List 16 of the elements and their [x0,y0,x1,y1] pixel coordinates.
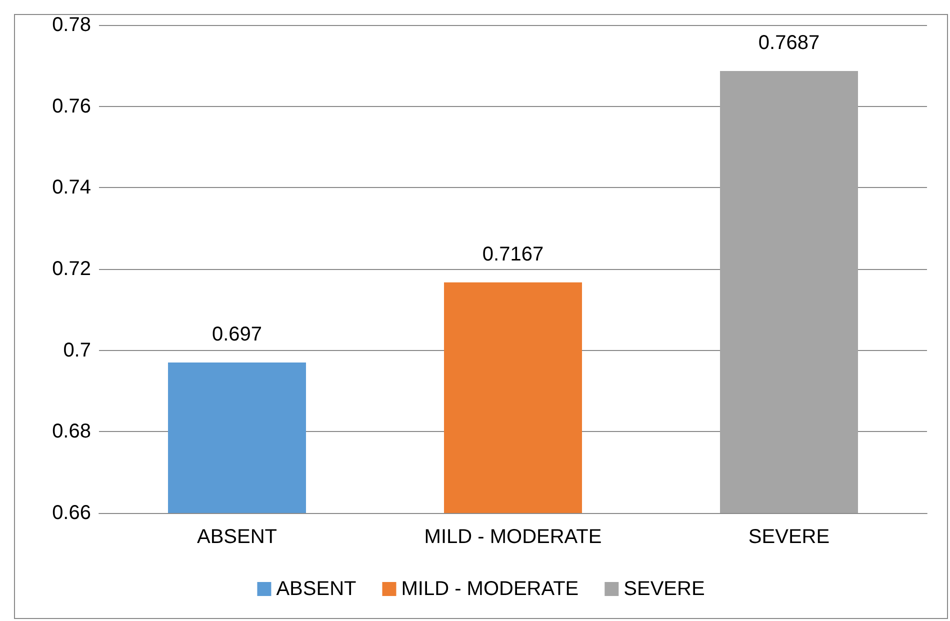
data-label: 0.7687 [758,32,820,54]
y-tick-label: 0.76 [52,95,91,118]
data-label: 0.697 [212,324,262,346]
legend-label: MILD - MODERATE [401,578,579,600]
y-tick-label: 0.7 [63,339,91,362]
y-tick-label: 0.78 [52,14,91,36]
data-label: 0.7167 [482,243,544,266]
y-tick-label: 0.68 [52,420,91,443]
y-tick-label: 0.74 [52,176,91,199]
legend-label: ABSENT [276,578,356,600]
legend-label: SEVERE [624,578,705,600]
x-tick-label: SEVERE [748,526,830,548]
y-tick-label: 0.72 [52,258,91,280]
x-tick-label: MILD - MODERATE [424,526,602,548]
y-tick-label: 0.66 [52,502,91,524]
x-tick-label: ABSENT [196,526,278,548]
